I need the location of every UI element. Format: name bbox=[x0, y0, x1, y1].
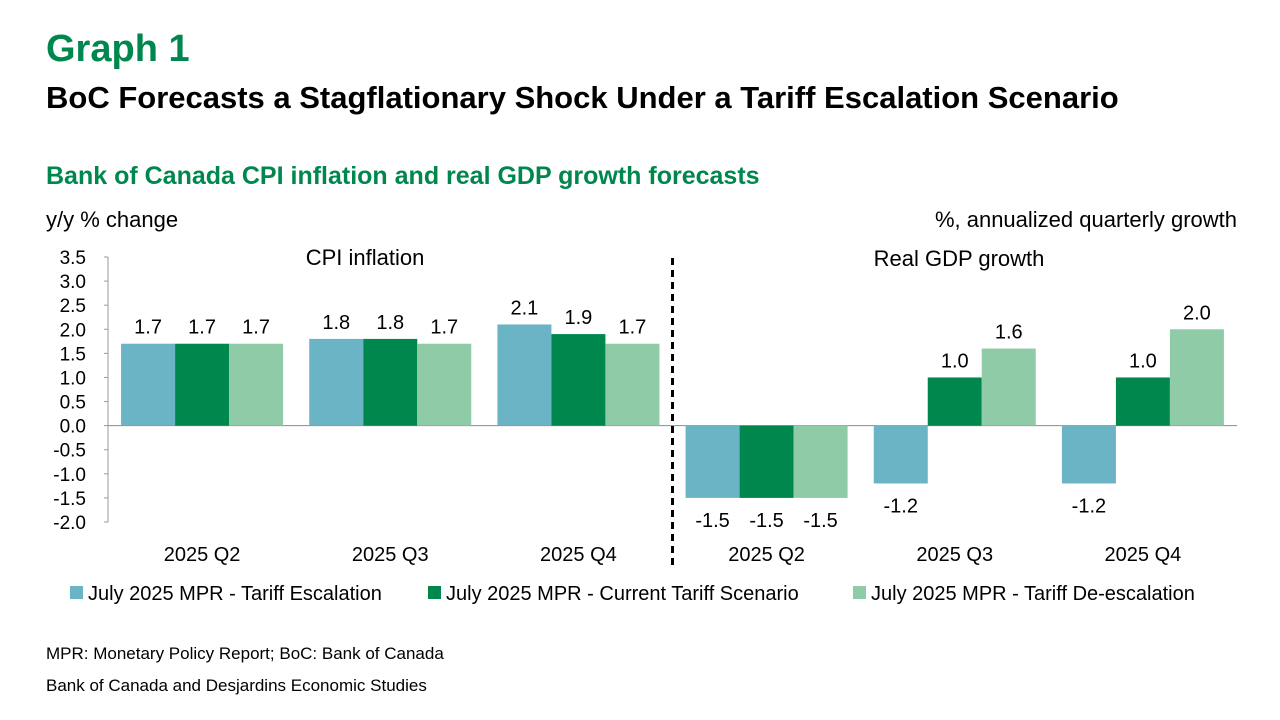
bar bbox=[497, 324, 552, 426]
y-tick-label: 2.0 bbox=[60, 320, 86, 341]
abbreviations-note: MPR: Monetary Policy Report; BoC: Bank o… bbox=[46, 644, 444, 663]
legend-label: July 2025 MPR - Current Tariff Scenario bbox=[446, 583, 799, 605]
bar bbox=[417, 343, 472, 426]
y-tick-label: -1.0 bbox=[53, 465, 86, 486]
x-tick-label: 2025 Q3 bbox=[352, 544, 429, 566]
data-label: 2.1 bbox=[511, 297, 539, 319]
data-label: 1.7 bbox=[188, 317, 216, 339]
bar bbox=[1061, 425, 1116, 484]
data-label: 2.0 bbox=[1183, 302, 1211, 324]
chart-subtitle: Bank of Canada CPI inflation and real GD… bbox=[46, 162, 760, 190]
data-label: -1.2 bbox=[1072, 495, 1106, 517]
legend-label: July 2025 MPR - Tariff Escalation bbox=[88, 583, 382, 605]
bar bbox=[121, 343, 176, 426]
data-label: 1.0 bbox=[1129, 350, 1157, 372]
y-tick-label: 0.5 bbox=[60, 393, 86, 414]
y-tick-label: 0.0 bbox=[60, 417, 86, 438]
legend-swatch bbox=[853, 586, 866, 599]
data-label: 1.8 bbox=[376, 312, 404, 334]
panel-label-cpi: CPI inflation bbox=[306, 245, 425, 270]
x-tick-label: 2025 Q4 bbox=[540, 544, 617, 566]
y-tick-label: -1.5 bbox=[53, 489, 86, 510]
data-label: 1.0 bbox=[941, 350, 969, 372]
legend: July 2025 MPR - Tariff Escalation July 20… bbox=[70, 583, 1195, 605]
bar bbox=[685, 425, 740, 498]
y-tick-label: 1.5 bbox=[60, 344, 86, 365]
bar bbox=[981, 348, 1036, 426]
bar bbox=[739, 425, 794, 498]
data-label: 1.7 bbox=[430, 317, 458, 339]
data-label: 1.8 bbox=[322, 312, 350, 334]
source-note: Bank of Canada and Desjardins Economic S… bbox=[46, 676, 427, 695]
y-tick-label: -0.5 bbox=[53, 441, 86, 462]
bar bbox=[793, 425, 848, 498]
bar bbox=[605, 343, 660, 426]
y-tick-label: 2.5 bbox=[60, 296, 86, 317]
bar bbox=[309, 338, 364, 426]
bar bbox=[551, 334, 606, 426]
bar bbox=[1115, 377, 1170, 426]
panel-label-gdp: Real GDP growth bbox=[874, 246, 1045, 271]
data-label: 1.7 bbox=[242, 317, 270, 339]
x-axis: 2025 Q2 2025 Q3 2025 Q4 2025 Q2 2025 Q3 2025 … bbox=[164, 544, 1182, 566]
legend-swatch bbox=[70, 586, 83, 599]
x-tick-label: 2025 Q2 bbox=[728, 544, 805, 566]
bars: 1.7 1.7 1.7 1.8 1.8 1.7 2.1 1.9 1.7 -1.5 -1.5 -1.5 -… bbox=[121, 297, 1224, 532]
data-label: 1.6 bbox=[995, 322, 1023, 344]
y-axis-label-left: y/y % change bbox=[46, 207, 178, 232]
x-tick-label: 2025 Q3 bbox=[916, 544, 993, 566]
bar bbox=[927, 377, 982, 426]
bar bbox=[1169, 329, 1224, 426]
bar bbox=[175, 343, 230, 426]
y-tick-label: -2.0 bbox=[53, 513, 86, 534]
data-label: -1.5 bbox=[749, 510, 783, 532]
graph-number: Graph 1 bbox=[46, 28, 190, 70]
y-tick-label: 1.0 bbox=[60, 368, 86, 389]
bar bbox=[229, 343, 284, 426]
bar bbox=[363, 338, 418, 426]
legend-label: July 2025 MPR - Tariff De-escalation bbox=[871, 583, 1195, 605]
y-axis: 3.5 3.0 2.5 2.0 1.5 1.0 0.5 0.0 -0.5 -1.0 -1.5 -2.0 bbox=[53, 248, 1237, 567]
y-tick-label: 3.5 bbox=[60, 248, 86, 269]
data-label: 1.9 bbox=[565, 307, 593, 329]
x-tick-label: 2025 Q2 bbox=[164, 544, 241, 566]
data-label: 1.7 bbox=[619, 317, 647, 339]
data-label: -1.5 bbox=[803, 510, 837, 532]
legend-swatch bbox=[428, 586, 441, 599]
data-label: -1.2 bbox=[884, 495, 918, 517]
bar bbox=[873, 425, 928, 484]
y-tick-label: 3.0 bbox=[60, 272, 86, 293]
data-label: -1.5 bbox=[695, 510, 729, 532]
data-label: 1.7 bbox=[134, 317, 162, 339]
page-title: BoC Forecasts a Stagflationary Shock Und… bbox=[46, 80, 1119, 115]
y-axis-label-right: %, annualized quarterly growth bbox=[935, 207, 1237, 232]
x-tick-label: 2025 Q4 bbox=[1105, 544, 1182, 566]
